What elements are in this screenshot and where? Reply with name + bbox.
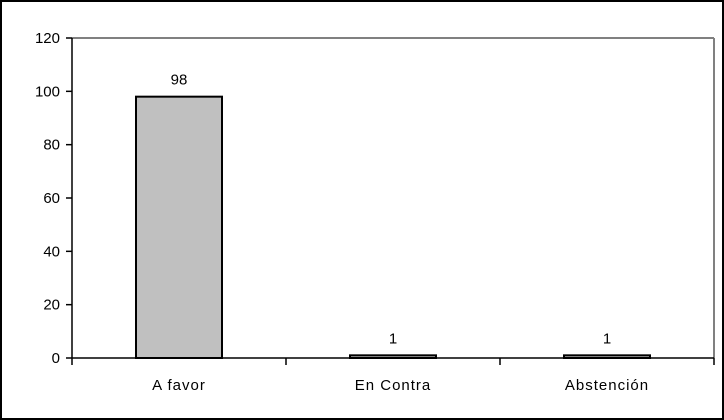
x-category-label: Abstención (565, 377, 649, 394)
data-label: 98 (171, 72, 188, 89)
bars-group (135, 95, 651, 360)
y-tick-label: 120 (35, 30, 60, 47)
y-axis: 0 20 40 60 80 100 120 (35, 30, 73, 367)
y-tick-label: 80 (43, 137, 60, 154)
y-tick-label: 20 (43, 297, 60, 314)
bar-en-contra (349, 354, 437, 360)
x-category-label: En Contra (355, 377, 432, 394)
y-tick-label: 100 (35, 83, 60, 100)
data-label: 1 (603, 330, 611, 347)
y-tick-label: 40 (43, 243, 60, 260)
bar-abstenci-n (563, 354, 651, 360)
y-tick-label: 60 (43, 190, 60, 207)
bar-a-favor (135, 95, 223, 360)
x-category-label: A favor (152, 377, 206, 394)
data-label: 1 (389, 330, 397, 347)
y-tick-label: 0 (52, 350, 60, 367)
plot-area (72, 37, 715, 358)
data-labels-group: 98 1 1 (171, 72, 612, 348)
